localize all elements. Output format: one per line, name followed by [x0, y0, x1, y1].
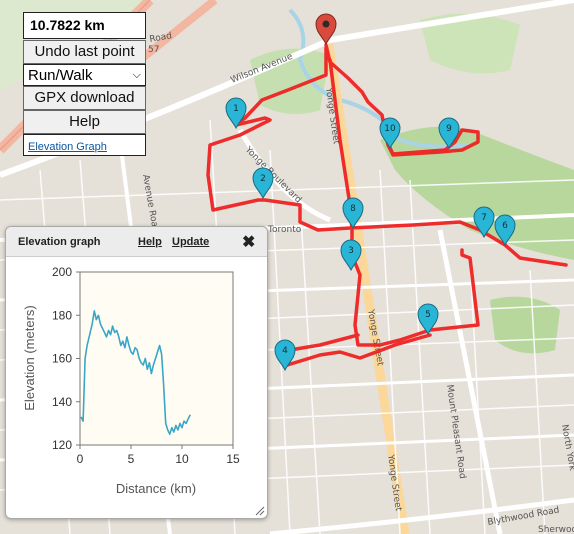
- x-tick-label: 5: [128, 452, 135, 466]
- y-tick-label: 160: [52, 352, 72, 366]
- elevation-line: [80, 310, 191, 435]
- chevron-down-icon: ⌵: [132, 68, 141, 81]
- park-area: [380, 126, 574, 261]
- chart-xlabel: Distance (km): [116, 481, 196, 496]
- elevation-graph-link[interactable]: Elevation Graph: [28, 141, 107, 153]
- waypoint-marker-5[interactable]: 5: [417, 303, 439, 336]
- waypoint-label: 8: [350, 204, 356, 214]
- waypoint-marker-4[interactable]: 4: [274, 339, 296, 372]
- waypoint-marker-2[interactable]: 2: [252, 167, 274, 200]
- chart-plot-area: [79, 271, 234, 446]
- x-tick-label: 10: [175, 452, 189, 466]
- elevation-panel-header[interactable]: Elevation graph Help Update ✖: [6, 227, 267, 257]
- elevation-panel-title: Elevation graph: [18, 236, 101, 248]
- waypoint-marker-10[interactable]: 10: [379, 117, 401, 150]
- x-tick-label: 15: [226, 452, 240, 466]
- elevation-chart: Elevation (meters) Distance (km) 120 140 1…: [22, 265, 240, 496]
- area-label-sherwood: Sherwood: [538, 525, 574, 534]
- activity-select-value: Run/Walk: [28, 66, 93, 84]
- start-marker[interactable]: [315, 13, 337, 46]
- waypoint-marker-8[interactable]: 8: [342, 197, 364, 230]
- waypoint-label: 6: [502, 221, 508, 231]
- waypoint-label: 1: [233, 104, 239, 114]
- elevation-update-link[interactable]: Update: [172, 236, 210, 248]
- x-tick-label: 0: [77, 452, 84, 466]
- y-tick-label: 120: [52, 438, 72, 452]
- close-icon[interactable]: ✖: [242, 234, 256, 251]
- waypoint-marker-1[interactable]: 1: [225, 97, 247, 130]
- elevation-panel: Elevation graph Help Update ✖ Elevation …: [5, 226, 268, 519]
- waypoint-label: 10: [384, 124, 396, 134]
- waypoint-label: 4: [282, 346, 288, 356]
- resize-handle[interactable]: [253, 504, 265, 516]
- y-tick-label: 180: [52, 308, 72, 322]
- elevation-help-link[interactable]: Help: [138, 236, 162, 248]
- waypoint-marker-7[interactable]: 7: [473, 206, 495, 239]
- street-label-road: Road: [149, 31, 173, 45]
- waypoint-marker-9[interactable]: 9: [438, 117, 460, 150]
- gpx-download-button[interactable]: GPX download: [23, 86, 146, 110]
- waypoint-marker-6[interactable]: 6: [494, 214, 516, 247]
- waypoint-label: 7: [481, 213, 487, 223]
- activity-select[interactable]: Run/Walk ⌵: [23, 64, 146, 86]
- help-button[interactable]: Help: [23, 110, 146, 134]
- park-area: [420, 13, 520, 74]
- undo-last-point-button[interactable]: Undo last point: [23, 40, 146, 64]
- y-tick-label: 200: [52, 265, 72, 279]
- elevation-link-box: Elevation Graph: [23, 134, 146, 156]
- chart-ylabel: Elevation (meters): [22, 305, 37, 410]
- waypoint-label: 5: [425, 310, 431, 320]
- route-number-label: 57: [148, 45, 159, 55]
- waypoint-label: 2: [260, 174, 266, 184]
- area-label-toronto: Toronto: [267, 225, 302, 235]
- distance-display: 10.7822 km: [23, 12, 146, 39]
- waypoint-label: 3: [348, 246, 354, 256]
- waypoint-label: 9: [446, 124, 452, 134]
- route-path[interactable]: [206, 43, 568, 368]
- yonge-street-road: [320, 19, 410, 534]
- waypoint-marker-3[interactable]: 3: [340, 239, 362, 272]
- y-tick-label: 140: [52, 395, 72, 409]
